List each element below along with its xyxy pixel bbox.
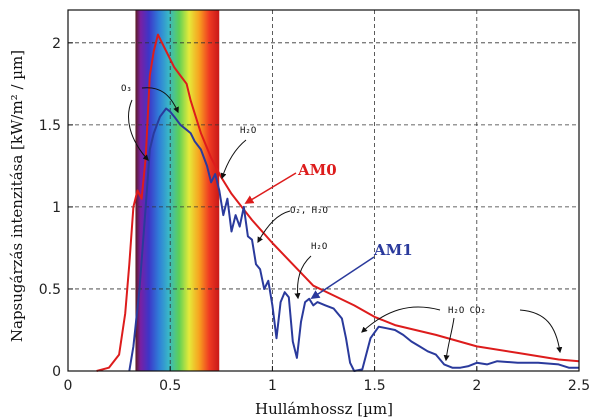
h2o-co2-arrow-middle <box>443 317 455 362</box>
x-axis-ticks: 0 0.5 1 1.5 2 2.5 <box>64 366 590 394</box>
y-tick-label: 1 <box>52 200 61 216</box>
y-tick-label: 1.5 <box>39 118 61 134</box>
x-tick-label: 2 <box>472 378 481 394</box>
y-tick-label: 2 <box>52 36 61 52</box>
am1-label: AM1 <box>373 241 413 259</box>
x-tick-label: 0 <box>64 378 73 394</box>
am1-arrow <box>310 256 375 299</box>
am0-label: AM0 <box>297 161 337 179</box>
x-tick-label: 1.5 <box>363 378 385 394</box>
y-axis-title: Napsugárzás intenzitása [kW/m² / µm] <box>8 50 26 342</box>
absorption-annotations: O₃ H₂O AM0 O₂, H₂O AM1 H₂O H₂O CO₂ <box>121 84 563 362</box>
visible-spectrum-band <box>135 10 220 371</box>
h2o-co2-arrow-right <box>519 309 563 354</box>
o3-label: O₃ <box>121 84 132 94</box>
o3-arrow-right <box>141 87 179 114</box>
plot-area <box>67 9 580 372</box>
h2o-co2-arrow-left <box>361 306 441 333</box>
o3-arrow-left <box>128 99 149 161</box>
y-axis-ticks: 0 0.5 1 1.5 2 <box>39 36 73 380</box>
x-axis-title: Hullámhossz [µm] <box>255 400 393 418</box>
gridlines <box>68 10 579 371</box>
series-am1-line <box>128 107 579 372</box>
o2-h2o-label: O₂, H₂O <box>290 206 328 216</box>
o2-h2o-arrow <box>257 210 291 244</box>
h2o-arrow-middle <box>294 255 312 300</box>
y-tick-label: 0.5 <box>39 282 61 298</box>
h2o-co2-label: H₂O CO₂ <box>448 306 486 316</box>
x-tick-label: 2.5 <box>568 378 590 394</box>
am0-arrow <box>244 172 297 204</box>
series-am0-line <box>96 33 580 372</box>
y-tick-label: 0 <box>52 364 61 380</box>
plot-frame <box>67 9 580 372</box>
h2o-label-middle: H₂O <box>311 242 327 252</box>
h2o-label-upper: H₂O <box>240 126 256 136</box>
h2o-arrow-upper <box>220 139 247 180</box>
x-tick-label: 1 <box>268 378 277 394</box>
x-tick-label: 0.5 <box>159 378 181 394</box>
